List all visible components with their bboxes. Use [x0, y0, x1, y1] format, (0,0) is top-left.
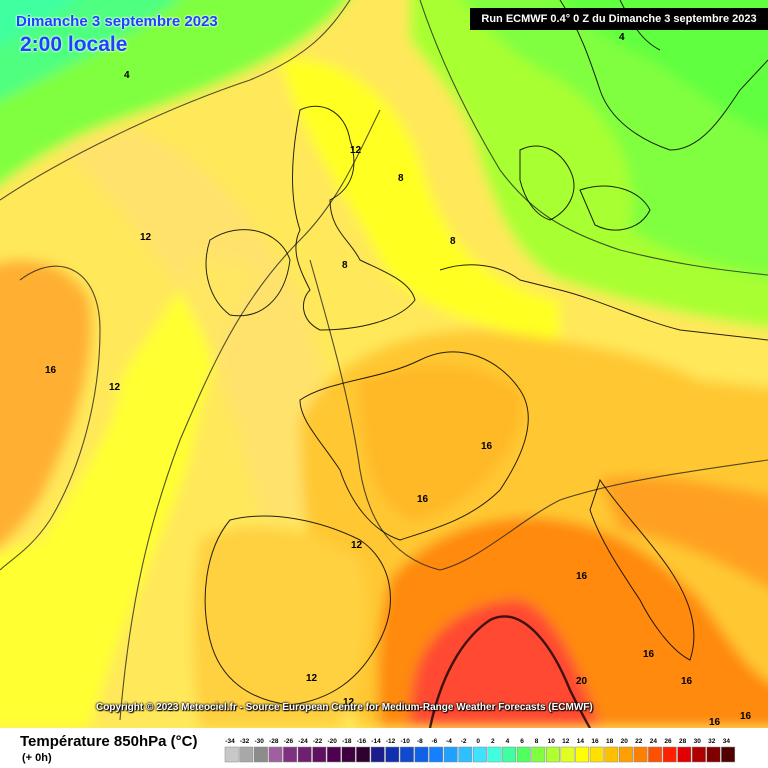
- scale-swatch: [560, 746, 575, 763]
- contour-label: 4: [124, 70, 130, 81]
- scale-swatch: [429, 746, 444, 763]
- scale-swatch: [531, 746, 546, 763]
- scale-swatch: [239, 746, 254, 763]
- date-title: Dimanche 3 septembre 2023: [16, 13, 218, 30]
- scale-label: -10: [400, 738, 410, 745]
- scale-label: -2: [461, 738, 467, 745]
- scale-swatch: [224, 746, 239, 763]
- contour-label: 12: [109, 382, 121, 393]
- scale-swatch: [706, 746, 721, 763]
- scale-swatch: [268, 746, 283, 763]
- contour-label: 12: [351, 540, 363, 551]
- contour-label: 12: [306, 673, 318, 684]
- contour-label: 16: [576, 571, 588, 582]
- contour-label: 16: [740, 711, 752, 722]
- scale-swatch: [604, 746, 619, 763]
- scale-swatch: [414, 746, 429, 763]
- scale-label: 14: [577, 738, 585, 745]
- contour-label: 16: [709, 717, 721, 728]
- scale-swatch: [297, 746, 312, 763]
- run-info: Run ECMWF 0.4° 0 Z du Dimanche 3 septemb…: [470, 8, 768, 30]
- scale-swatch: [312, 746, 327, 763]
- scale-swatch: [648, 746, 663, 763]
- scale-label: -16: [357, 738, 367, 745]
- scale-label: 28: [679, 738, 687, 745]
- scale-label: 32: [708, 738, 716, 745]
- scale-label: -20: [327, 738, 337, 745]
- scale-swatch: [443, 746, 458, 763]
- scale-swatch: [721, 746, 736, 763]
- scale-label: -4: [446, 738, 452, 745]
- contour-label: 4: [619, 32, 625, 43]
- scale-label: -14: [371, 738, 381, 745]
- scale-swatch: [516, 746, 531, 763]
- scale-swatch: [677, 746, 692, 763]
- scale-label: 16: [591, 738, 599, 745]
- scale-label: 24: [650, 738, 658, 745]
- scale-swatch: [385, 746, 400, 763]
- contour-label: 16: [643, 649, 655, 660]
- scale-swatch: [356, 746, 371, 763]
- contour-label: 20: [576, 676, 588, 687]
- scale-label: -28: [269, 738, 279, 745]
- scale-swatch: [399, 746, 414, 763]
- scale-swatch: [575, 746, 590, 763]
- scale-swatch: [326, 746, 341, 763]
- legend-title: Température 850hPa (°C): [20, 733, 198, 750]
- scale-label: -12: [386, 738, 396, 745]
- scale-label: 10: [548, 738, 556, 745]
- legend-subtitle: (+ 0h): [22, 752, 52, 764]
- scale-label: 18: [606, 738, 614, 745]
- scale-label: 2: [491, 738, 495, 745]
- scale-label: -24: [298, 738, 308, 745]
- local-time: 2:00 locale: [20, 33, 128, 56]
- scale-swatch: [633, 746, 648, 763]
- scale-swatch: [691, 746, 706, 763]
- contour-label: 16: [681, 676, 693, 687]
- scale-label: -6: [432, 738, 438, 745]
- scale-label: -22: [313, 738, 323, 745]
- contour-label: 8: [398, 173, 404, 184]
- scale-label: -26: [284, 738, 294, 745]
- scale-swatch: [370, 746, 385, 763]
- scale-label: 0: [476, 738, 480, 745]
- contour-label: 8: [342, 260, 348, 271]
- scale-label: -8: [417, 738, 423, 745]
- scale-label: 34: [723, 738, 731, 745]
- scale-swatch: [618, 746, 633, 763]
- scale-swatch: [545, 746, 560, 763]
- scale-label: -32: [240, 738, 250, 745]
- scale-label: 12: [562, 738, 570, 745]
- copyright-notice: Copyright © 2023 Meteociel.fr - Source E…: [96, 702, 593, 713]
- scale-label: 4: [506, 738, 510, 745]
- scale-label: 20: [621, 738, 629, 745]
- scale-swatch: [472, 746, 487, 763]
- temperature-map: 4 4 12 8 12 8 8 16 12 16 16 12 16 16 12 …: [0, 0, 768, 728]
- scale-swatch: [458, 746, 473, 763]
- scale-swatch: [283, 746, 298, 763]
- contour-label: 16: [417, 494, 429, 505]
- scale-swatch: [253, 746, 268, 763]
- contour-label: 16: [481, 441, 493, 452]
- scale-label: 26: [664, 738, 672, 745]
- contour-label: 12: [343, 697, 355, 708]
- scale-swatch: [487, 746, 502, 763]
- scale-label: -18: [342, 738, 352, 745]
- scale-label: 22: [635, 738, 643, 745]
- scale-swatch: [502, 746, 517, 763]
- scale-label: -34: [225, 738, 235, 745]
- scale-swatch: [662, 746, 677, 763]
- contour-label: 12: [350, 145, 362, 156]
- color-scale: -34 -32 -30 -28 -26 -24 -22 -20 -18 -16 -14 -12 -10-…: [224, 738, 736, 763]
- scale-label: 8: [535, 738, 539, 745]
- scale-swatch: [589, 746, 604, 763]
- contour-label: 8: [450, 236, 456, 247]
- scale-label: 6: [520, 738, 524, 745]
- scale-label: 30: [694, 738, 702, 745]
- scale-label: -30: [254, 738, 264, 745]
- scale-swatch: [341, 746, 356, 763]
- contour-label: 12: [140, 232, 152, 243]
- contour-label: 16: [45, 365, 57, 376]
